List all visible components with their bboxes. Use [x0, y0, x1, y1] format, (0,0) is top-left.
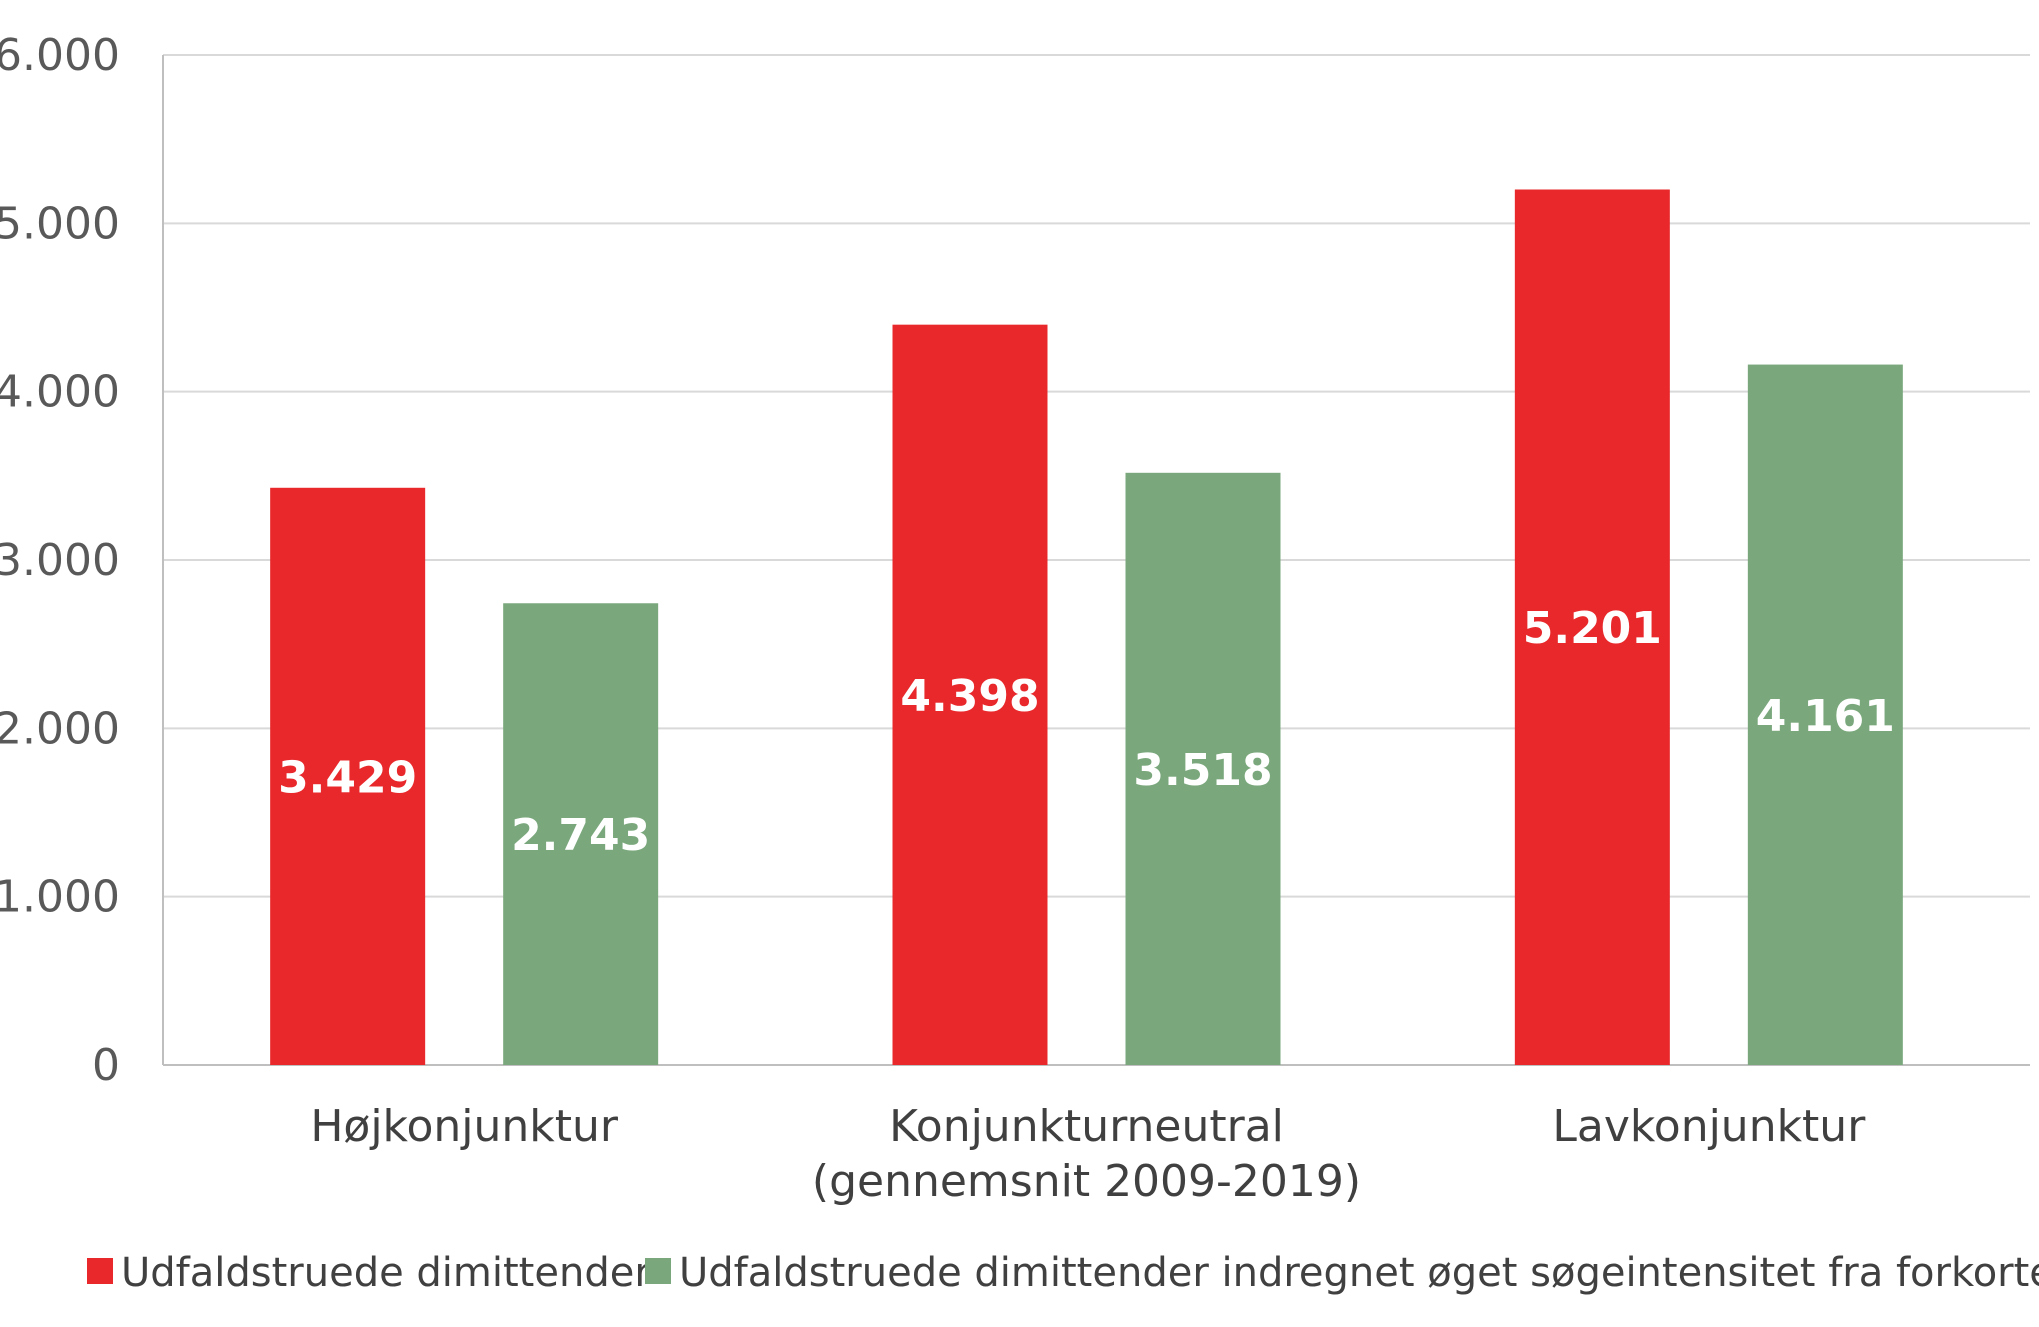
data-label: 3.518: [1133, 745, 1272, 796]
data-label: 5.201: [1523, 603, 1662, 654]
bar: [892, 324, 1048, 1065]
bar: [1747, 364, 1903, 1065]
bar: [270, 487, 426, 1065]
gridlines: [162, 54, 2030, 1066]
y-tick-label: 3.000: [0, 535, 120, 586]
y-tick-label: 1.000: [0, 872, 120, 923]
y-tick-label: 4.000: [0, 367, 120, 418]
y-axis-ticks: 0 1.000 2.000 3.000 4.000 5.000 6.000: [0, 30, 120, 1091]
category-label: Konjunkturneutral: [889, 1101, 1284, 1152]
legend-swatch: [645, 1258, 671, 1284]
legend-label: Udfaldstruede dimittender indregnet øget…: [679, 1250, 2039, 1296]
data-label: 4.161: [1756, 691, 1895, 742]
y-tick-label: 6.000: [0, 30, 120, 81]
legend-swatch: [87, 1258, 113, 1284]
legend: Udfaldstruede dimittender Udfaldstruede d…: [87, 1250, 2039, 1296]
bar: [1125, 472, 1281, 1065]
data-label: 2.743: [511, 810, 650, 861]
data-label: 3.429: [278, 752, 417, 803]
y-tick-label: 5.000: [0, 198, 120, 249]
bar: [1514, 189, 1670, 1065]
y-tick-label: 0: [92, 1040, 120, 1091]
bar: [503, 603, 659, 1065]
category-label: Højkonjunktur: [310, 1101, 619, 1152]
category-label: Lavkonjunktur: [1552, 1101, 1866, 1152]
legend-label: Udfaldstruede dimittender: [121, 1250, 651, 1296]
bars: 3.429 2.743 4.398 3.518 5.201 4.161: [270, 189, 1903, 1065]
data-label: 4.398: [900, 671, 1039, 722]
category-labels: Højkonjunktur Konjunkturneutral(gennemsni…: [310, 1101, 1866, 1207]
category-label: (gennemsnit 2009-2019): [812, 1156, 1361, 1207]
y-tick-label: 2.000: [0, 703, 120, 754]
